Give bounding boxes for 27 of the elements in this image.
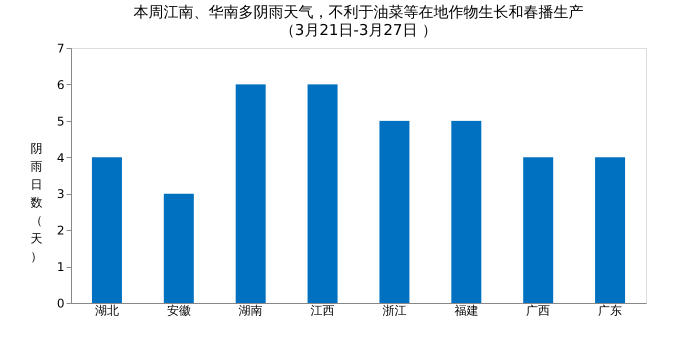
bar xyxy=(236,84,266,303)
x-tick-label: 广东 xyxy=(598,304,622,318)
y-tick-label: 0 xyxy=(56,296,64,310)
chart-title: 本周江南、华南多阴雨天气，不利于油菜等在地作物生长和春播生产 xyxy=(134,3,584,21)
y-tick-label: 2 xyxy=(56,224,64,238)
bar xyxy=(308,84,338,303)
y-tick-label: 3 xyxy=(56,187,64,202)
bar xyxy=(451,120,482,303)
x-tick-label: 安徽 xyxy=(166,304,191,318)
y-tick-label: 6 xyxy=(56,78,64,92)
bar xyxy=(164,194,194,303)
bar xyxy=(379,120,410,303)
x-tick-label: 广西 xyxy=(526,304,550,318)
y-tick-label: 1 xyxy=(56,260,64,274)
x-tick-label: 湖北 xyxy=(94,304,119,318)
x-tick-label: 湖南 xyxy=(238,304,263,318)
bar xyxy=(595,157,626,303)
y-axis-title: 阴雨日数（天） xyxy=(30,142,42,264)
bar xyxy=(523,157,554,303)
x-tick-label: 江西 xyxy=(310,304,335,318)
bar xyxy=(92,157,122,303)
chart-subtitle: （3月21日-3月27日 ） xyxy=(280,21,438,39)
x-tick-label: 浙江 xyxy=(382,304,406,318)
y-tick-label: 4 xyxy=(56,150,64,165)
y-tick-label: 5 xyxy=(56,114,64,128)
x-tick-label: 福建 xyxy=(454,304,478,318)
y-tick-label: 7 xyxy=(56,42,64,56)
